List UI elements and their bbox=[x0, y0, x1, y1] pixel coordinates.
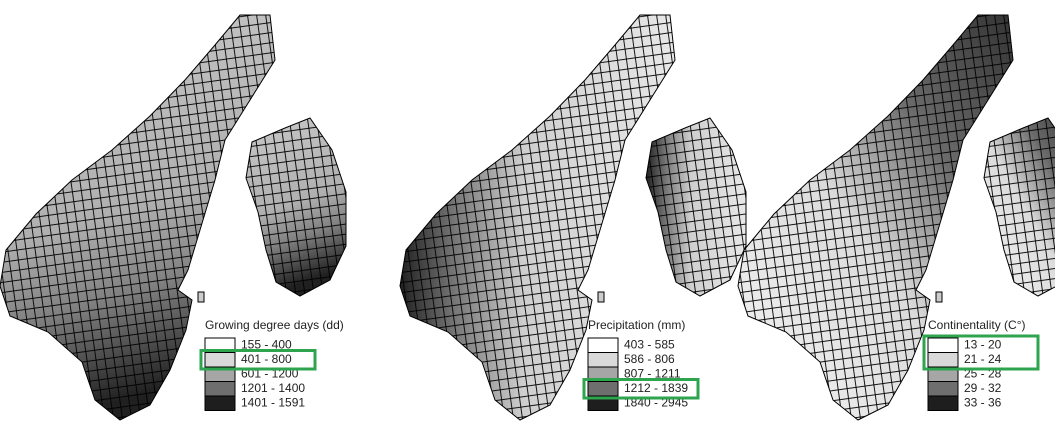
grid-cells bbox=[646, 118, 746, 296]
legend-swatch bbox=[928, 338, 958, 353]
legend-swatch bbox=[205, 353, 235, 368]
legend-swatch bbox=[928, 382, 958, 397]
legend-label: 1212 - 1839 bbox=[624, 381, 688, 395]
legend-swatch bbox=[588, 353, 618, 368]
legend-swatch bbox=[928, 353, 958, 368]
figure: Growing degree days (dd)155 - 400401 - 8… bbox=[0, 0, 1055, 423]
island-cell bbox=[198, 292, 204, 302]
legend-swatch bbox=[205, 396, 235, 411]
island-cell bbox=[936, 292, 942, 302]
legend-label: 29 - 32 bbox=[964, 381, 1002, 395]
legend-label: 1201 - 1400 bbox=[241, 381, 305, 395]
legend-swatch bbox=[928, 396, 958, 411]
legend-label: 401 - 800 bbox=[241, 352, 292, 366]
legend-label: 13 - 20 bbox=[964, 337, 1002, 351]
legend-title: Continentality (C°) bbox=[928, 318, 1026, 332]
page: Growing degree days (dd)155 - 400401 - 8… bbox=[0, 0, 1055, 423]
island-cell bbox=[598, 292, 604, 302]
legend-swatch bbox=[588, 382, 618, 397]
map-panel bbox=[738, 15, 1055, 420]
legend-swatch bbox=[588, 338, 618, 353]
map-panel bbox=[0, 15, 346, 420]
legend-label: 33 - 36 bbox=[964, 395, 1002, 409]
legend-label: 403 - 585 bbox=[624, 337, 675, 351]
grid-cells bbox=[246, 118, 346, 296]
legend-label: 1401 - 1591 bbox=[241, 395, 305, 409]
legend-swatch bbox=[205, 382, 235, 397]
map-panel bbox=[400, 15, 746, 420]
legend-label: 21 - 24 bbox=[964, 352, 1002, 366]
legend-label: 586 - 806 bbox=[624, 352, 675, 366]
grid-cells bbox=[984, 118, 1055, 296]
legend-title: Precipitation (mm) bbox=[588, 318, 685, 332]
legend-title: Growing degree days (dd) bbox=[205, 318, 344, 332]
